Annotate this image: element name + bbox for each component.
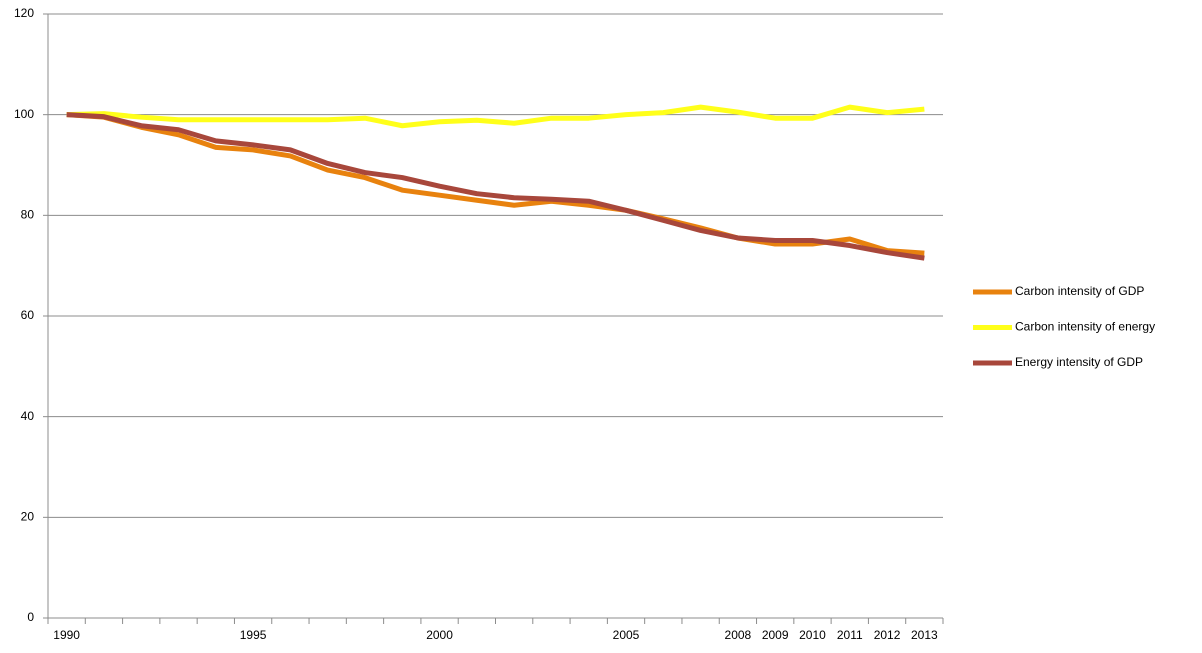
x-tick-label: 2008 xyxy=(725,628,752,642)
y-tick-label: 20 xyxy=(21,510,35,524)
x-tick-label: 2011 xyxy=(837,628,863,642)
legend-label: Carbon intensity of GDP xyxy=(1015,284,1144,298)
y-tick-label: 0 xyxy=(27,610,34,624)
y-tick-label: 80 xyxy=(21,208,35,222)
series-line xyxy=(66,112,925,261)
x-tick-label: 2012 xyxy=(874,628,901,642)
x-tick-label: 1995 xyxy=(240,628,267,642)
series-line xyxy=(66,112,925,256)
x-tick-label: 2000 xyxy=(426,628,453,642)
legend-label: Energy intensity of GDP xyxy=(1015,355,1143,369)
series-line xyxy=(66,104,925,129)
legend-label: Carbon intensity of energy xyxy=(1015,320,1155,334)
y-tick-label: 120 xyxy=(14,6,34,20)
y-tick-label: 40 xyxy=(21,409,35,423)
y-tick-label: 100 xyxy=(14,107,34,121)
x-tick-label: 2013 xyxy=(911,628,938,642)
x-tick-label: 1990 xyxy=(53,628,80,642)
x-tick-label: 2010 xyxy=(799,628,826,642)
x-tick-label: 2009 xyxy=(762,628,789,642)
x-tick-label: 2005 xyxy=(613,628,640,642)
y-tick-label: 60 xyxy=(21,308,35,322)
